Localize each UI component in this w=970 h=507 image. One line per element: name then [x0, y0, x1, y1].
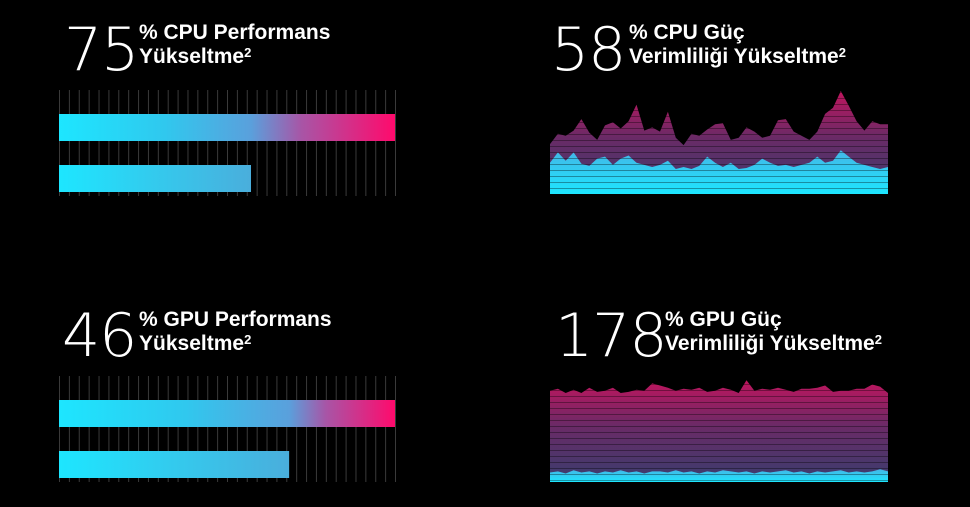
gpu-performance-label-line2: Yükseltme: [139, 332, 245, 355]
cpu-efficiency-label-line2: Verimliliği Yükseltme: [629, 45, 839, 68]
cpu-efficiency-label-line1: % CPU Güç: [629, 21, 745, 44]
area-series-2: [550, 469, 888, 482]
cpu-performance-number: 75: [64, 15, 139, 85]
gpu-performance-label: % GPU Performans Yükseltme2: [139, 308, 332, 356]
area-series-1: [550, 380, 888, 482]
cpu-performance-label-line2: Yükseltme: [139, 45, 245, 68]
cpu-performance-footnote: 2: [244, 45, 252, 60]
cpu-performance-label: % CPU Performans Yükseltme2: [139, 21, 330, 69]
gpu-efficiency-label-line2: Verimliliği Yükseltme: [665, 332, 875, 355]
gpu-efficiency-label-line1: % GPU Güç: [665, 308, 782, 331]
gpu-efficiency-number: 178: [555, 301, 668, 371]
bar-baseline: [59, 451, 290, 478]
cpu-efficiency-number: 58: [551, 15, 626, 85]
gpu-performance-number: 46: [62, 301, 137, 371]
cpu-efficiency-footnote: 2: [838, 45, 846, 60]
bar-baseline: [59, 165, 251, 192]
cpu-efficiency-label: % CPU Güç Verimliliği Yükseltme2: [629, 21, 846, 69]
gpu-efficiency-area-chart: [550, 378, 888, 482]
gpu-efficiency-label: % GPU Güç Verimliliği Yükseltme2: [665, 308, 882, 356]
cpu-efficiency-area-chart: [550, 91, 888, 194]
area-series-2: [550, 150, 888, 194]
cpu-performance-bar-chart: [59, 90, 396, 196]
bar-new: [59, 114, 395, 141]
gpu-performance-footnote: 2: [244, 332, 252, 347]
gpu-performance-label-line1: % GPU Performans: [139, 308, 332, 331]
gpu-performance-bar-chart: [59, 376, 396, 482]
gpu-efficiency-footnote: 2: [874, 332, 882, 347]
cpu-performance-label-line1: % CPU Performans: [139, 21, 331, 44]
bar-new: [59, 400, 395, 427]
